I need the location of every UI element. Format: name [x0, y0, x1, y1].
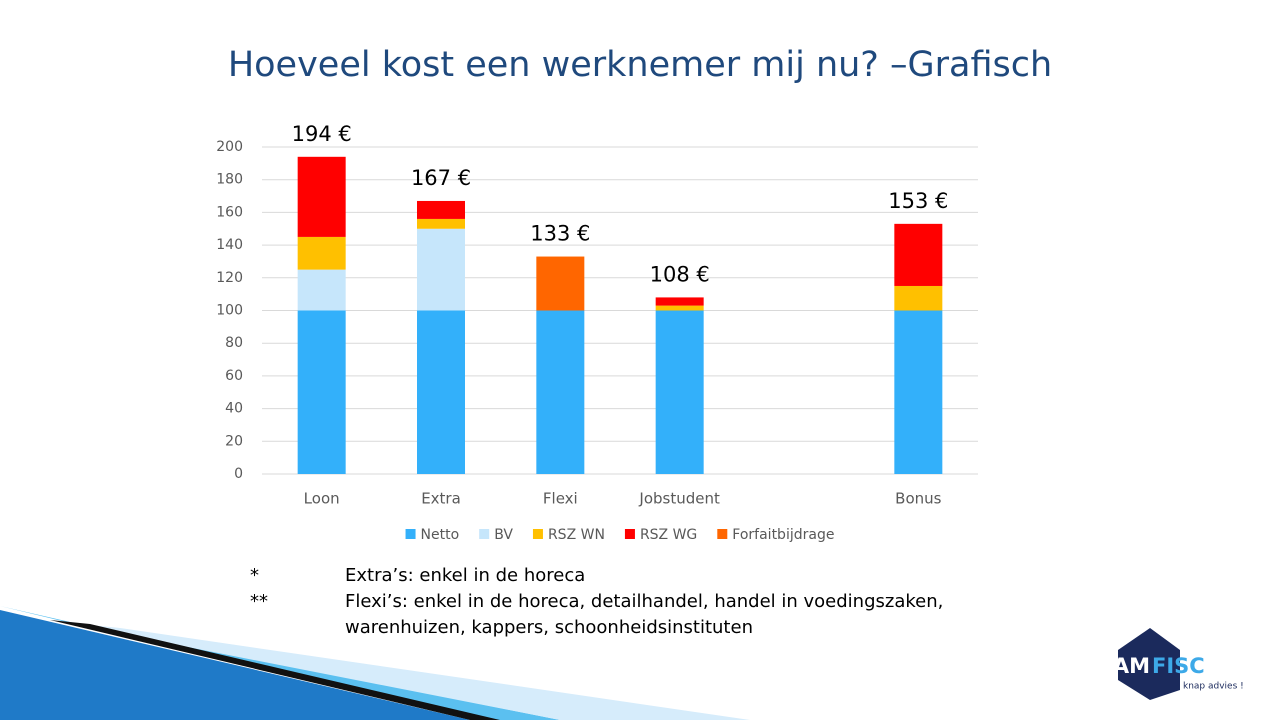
bar-segment	[655, 305, 704, 311]
y-tick-label: 0	[234, 466, 243, 482]
x-tick-label: Extra	[421, 490, 461, 508]
decor	[60, 622, 750, 720]
bar-segment	[536, 310, 585, 474]
x-tick-label: Flexi	[543, 490, 578, 508]
total-label: 133 €	[530, 222, 590, 246]
bar-segment	[417, 200, 465, 219]
bar-segment	[894, 310, 943, 474]
y-tick-label: 80	[225, 335, 243, 351]
bar-segment	[536, 256, 585, 311]
y-tick-label: 100	[216, 303, 243, 319]
y-tick-label: 180	[216, 172, 243, 188]
legend-swatch	[717, 529, 728, 539]
legend-label: Netto	[421, 527, 460, 543]
bar-segment	[417, 228, 465, 311]
bar-segment	[417, 218, 465, 229]
y-tick-label: 200	[216, 139, 243, 155]
chart-title: Hoeveel kost een werknemer mij nu? –Graf…	[228, 45, 1052, 85]
bar-segment	[894, 285, 943, 311]
logo-tagline: knap advies !	[1183, 682, 1244, 692]
y-tick-label: 20	[225, 433, 243, 449]
bar-segment	[894, 223, 943, 286]
bar-segment	[417, 310, 465, 474]
legend-swatch	[479, 529, 490, 539]
y-tick-label: 120	[216, 270, 243, 286]
bar-segment	[297, 269, 346, 311]
footnote-marker: **	[250, 591, 268, 612]
bar-segment	[297, 156, 346, 237]
logo-shape	[1118, 628, 1180, 700]
x-tick-label: Bonus	[895, 490, 941, 508]
y-tick-label: 140	[216, 237, 243, 253]
footnote-marker: *	[250, 565, 259, 586]
x-tick-label: Loon	[304, 490, 340, 508]
legend-label: Forfaitbijdrage	[732, 527, 834, 543]
y-tick-label: 160	[216, 204, 243, 220]
legend-swatch	[624, 529, 635, 539]
decor	[0, 610, 470, 720]
footnote-text: Flexi’s: enkel in de horeca, detailhande…	[345, 591, 944, 638]
bar-segment	[297, 310, 346, 474]
y-tick-label: 40	[225, 401, 243, 417]
total-label: 153 €	[888, 189, 948, 213]
bar-segment	[655, 297, 704, 306]
bar-segment	[297, 236, 346, 270]
total-label: 167 €	[411, 166, 471, 190]
decor	[50, 620, 500, 720]
logo-text: FISC	[1152, 654, 1205, 678]
x-tick-label: Jobstudent	[638, 490, 720, 508]
legend-label: BV	[494, 527, 513, 543]
legend-label: RSZ WN	[548, 527, 605, 543]
bar-segment	[655, 310, 704, 474]
total-label: 194 €	[292, 122, 352, 146]
y-tick-label: 60	[225, 368, 243, 384]
logo-text: CAM	[1097, 654, 1150, 678]
footnote-text: Extra’s: enkel in de horeca	[345, 565, 586, 586]
legend-label: RSZ WG	[640, 527, 697, 543]
total-label: 108 €	[650, 262, 710, 286]
legend-swatch	[532, 529, 543, 539]
legend-swatch	[405, 529, 416, 539]
